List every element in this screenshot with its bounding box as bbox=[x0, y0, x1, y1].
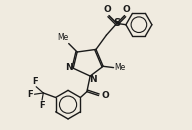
Text: O: O bbox=[103, 5, 111, 14]
Text: F: F bbox=[27, 90, 33, 99]
Text: O: O bbox=[123, 5, 130, 14]
Text: N: N bbox=[90, 75, 97, 84]
Text: F: F bbox=[33, 77, 38, 86]
Text: N: N bbox=[65, 63, 73, 72]
Text: S: S bbox=[113, 18, 121, 28]
Text: O: O bbox=[101, 91, 109, 100]
Text: Me: Me bbox=[114, 63, 125, 72]
Text: Me: Me bbox=[57, 33, 68, 42]
Text: F: F bbox=[39, 101, 45, 110]
